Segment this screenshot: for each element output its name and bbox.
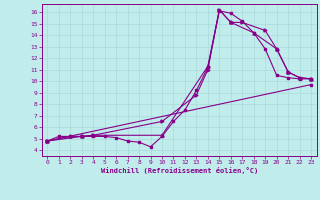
X-axis label: Windchill (Refroidissement éolien,°C): Windchill (Refroidissement éolien,°C) bbox=[100, 167, 258, 174]
